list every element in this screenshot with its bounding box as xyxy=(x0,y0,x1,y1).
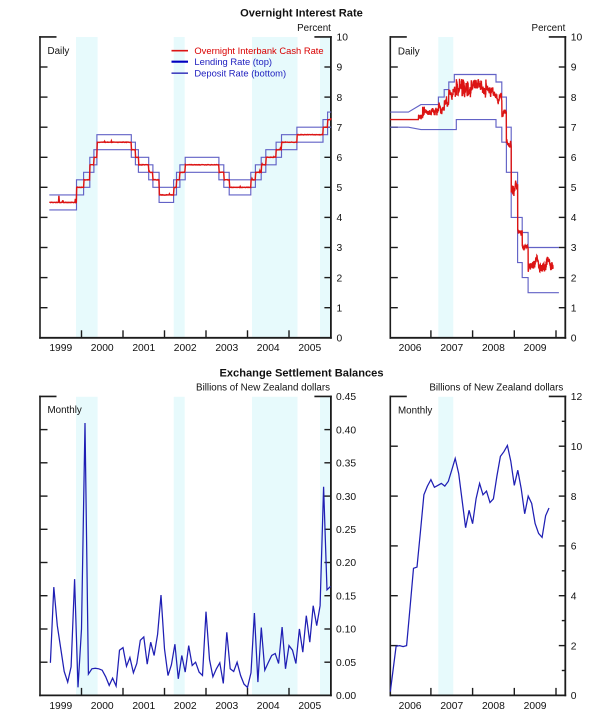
svg-text:4: 4 xyxy=(337,213,343,224)
svg-text:6: 6 xyxy=(337,153,343,164)
svg-text:2005: 2005 xyxy=(298,701,321,712)
svg-text:2008: 2008 xyxy=(482,701,505,712)
svg-text:4: 4 xyxy=(571,213,577,224)
svg-text:Monthly: Monthly xyxy=(48,405,82,416)
svg-text:8: 8 xyxy=(571,492,577,503)
svg-text:2002: 2002 xyxy=(174,701,197,712)
svg-text:1: 1 xyxy=(571,303,577,314)
svg-text:2009: 2009 xyxy=(524,343,547,354)
svg-text:0: 0 xyxy=(571,334,577,345)
svg-text:1999: 1999 xyxy=(49,701,72,712)
svg-text:2007: 2007 xyxy=(440,701,463,712)
svg-text:Overnight Interest Rate: Overnight Interest Rate xyxy=(240,7,363,19)
svg-text:10: 10 xyxy=(571,33,583,44)
svg-text:Exchange Settlement Balances: Exchange Settlement Balances xyxy=(219,368,383,380)
svg-text:Billions of New Zealand dollar: Billions of New Zealand dollars xyxy=(196,382,330,393)
svg-text:0.45: 0.45 xyxy=(336,392,356,403)
svg-text:0.25: 0.25 xyxy=(336,525,356,536)
svg-text:8: 8 xyxy=(571,93,577,104)
svg-text:2003: 2003 xyxy=(215,343,238,354)
svg-text:2002: 2002 xyxy=(174,343,197,354)
svg-text:1999: 1999 xyxy=(49,343,72,354)
svg-text:2008: 2008 xyxy=(482,343,505,354)
svg-text:0.20: 0.20 xyxy=(336,558,356,569)
svg-text:6: 6 xyxy=(571,153,577,164)
svg-text:2009: 2009 xyxy=(524,701,547,712)
svg-text:2007: 2007 xyxy=(440,343,463,354)
svg-text:2000: 2000 xyxy=(91,701,114,712)
svg-text:Lending Rate (top): Lending Rate (top) xyxy=(194,56,272,67)
svg-text:0.15: 0.15 xyxy=(336,591,356,602)
svg-text:9: 9 xyxy=(571,63,577,74)
svg-text:3: 3 xyxy=(337,243,343,254)
svg-text:2: 2 xyxy=(337,273,343,284)
svg-text:Deposit Rate (bottom): Deposit Rate (bottom) xyxy=(194,68,286,79)
svg-text:2006: 2006 xyxy=(399,701,422,712)
svg-text:Billions of New Zealand dollar: Billions of New Zealand dollars xyxy=(429,382,563,393)
svg-text:9: 9 xyxy=(337,63,343,74)
svg-text:5: 5 xyxy=(571,183,577,194)
svg-text:10: 10 xyxy=(337,33,349,44)
svg-text:0.00: 0.00 xyxy=(336,691,356,702)
svg-text:Daily: Daily xyxy=(398,46,420,57)
svg-text:0.40: 0.40 xyxy=(336,425,356,436)
svg-text:5: 5 xyxy=(337,183,343,194)
svg-text:2006: 2006 xyxy=(399,343,422,354)
svg-text:3: 3 xyxy=(571,243,577,254)
svg-text:2004: 2004 xyxy=(257,701,280,712)
svg-text:0: 0 xyxy=(571,691,577,702)
svg-text:7: 7 xyxy=(571,123,577,134)
svg-text:0.35: 0.35 xyxy=(336,459,356,470)
svg-text:0.05: 0.05 xyxy=(336,658,356,669)
svg-text:2004: 2004 xyxy=(257,343,280,354)
svg-text:10: 10 xyxy=(571,442,583,453)
svg-text:2: 2 xyxy=(571,641,577,652)
svg-text:Overnight Interbank Cash Rate: Overnight Interbank Cash Rate xyxy=(194,45,323,56)
svg-text:2: 2 xyxy=(571,273,577,284)
svg-text:2003: 2003 xyxy=(215,701,238,712)
svg-text:6: 6 xyxy=(571,542,577,553)
svg-text:Percent: Percent xyxy=(532,23,566,34)
svg-text:2001: 2001 xyxy=(132,701,155,712)
svg-text:1: 1 xyxy=(337,303,343,314)
svg-text:2000: 2000 xyxy=(91,343,114,354)
svg-text:4: 4 xyxy=(571,591,577,602)
svg-text:Percent: Percent xyxy=(297,23,331,34)
svg-text:0: 0 xyxy=(337,334,343,345)
svg-text:2005: 2005 xyxy=(298,343,321,354)
svg-text:Monthly: Monthly xyxy=(398,405,432,416)
svg-text:2001: 2001 xyxy=(132,343,155,354)
svg-text:8: 8 xyxy=(337,93,343,104)
svg-text:Daily: Daily xyxy=(48,46,70,57)
svg-text:7: 7 xyxy=(337,123,343,134)
svg-text:0.10: 0.10 xyxy=(336,625,356,636)
svg-text:12: 12 xyxy=(571,392,583,403)
svg-text:0.30: 0.30 xyxy=(336,492,356,503)
